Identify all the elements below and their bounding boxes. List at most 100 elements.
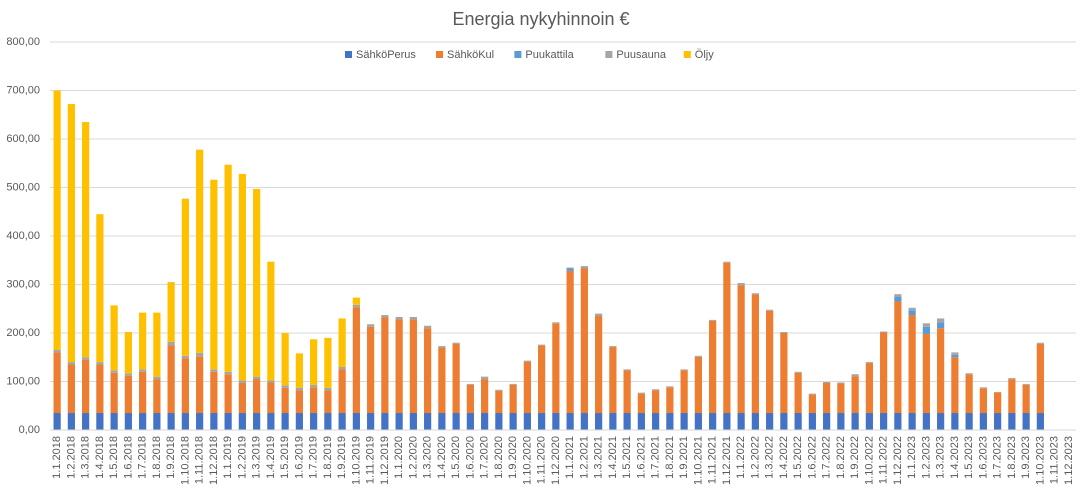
x-tick-label: 1.9.2023 <box>1020 436 1032 479</box>
x-tick-label: 1.7.2023 <box>992 436 1004 479</box>
bar-segment <box>295 390 303 414</box>
bar-segment <box>737 413 745 430</box>
bar-segment <box>139 413 147 430</box>
x-tick-label: 1.7.2022 <box>821 436 833 479</box>
bar-segment <box>210 179 218 370</box>
bar-segment <box>1036 413 1044 430</box>
bar-segment <box>837 382 845 384</box>
bar-segment <box>495 390 503 414</box>
bar-segment <box>67 362 75 365</box>
bar-segment <box>438 346 446 348</box>
bar-segment <box>267 261 275 381</box>
bar-segment <box>395 316 403 320</box>
x-tick-label: 1.12.2021 <box>721 436 733 485</box>
bar-segment <box>238 382 246 414</box>
bar-segment <box>808 413 816 430</box>
bar-segment <box>281 385 289 388</box>
x-tick-label: 1.6.2022 <box>806 436 818 479</box>
bar-segment <box>1036 343 1044 414</box>
bar-segment <box>495 413 503 430</box>
bar-segment <box>124 413 132 430</box>
x-tick-label: 1.8.2021 <box>664 436 676 479</box>
bar-segment <box>210 369 218 372</box>
x-tick-label: 1.4.2019 <box>265 436 277 479</box>
bar-segment <box>110 370 118 373</box>
x-tick-label: 1.4.2022 <box>778 436 790 479</box>
x-tick-label: 1.12.2018 <box>208 436 220 485</box>
bar-segment <box>823 381 831 383</box>
bar-segment <box>124 373 132 376</box>
x-tick-label: 1.10.2022 <box>863 436 875 485</box>
bar-segment <box>894 301 902 414</box>
x-tick-label: 1.12.2020 <box>550 436 562 485</box>
bar-segment <box>352 304 360 308</box>
bar-segment <box>709 319 717 321</box>
bar-segment <box>481 376 489 380</box>
bar-segment <box>253 379 261 414</box>
bar-segment <box>295 387 303 391</box>
x-tick-label: 1.11.2018 <box>194 436 206 484</box>
x-tick-label: 1.10.2019 <box>350 436 362 485</box>
bar-segment <box>324 337 332 388</box>
bar-segment <box>994 392 1002 414</box>
bar-segment <box>295 413 303 430</box>
bar-segment <box>352 413 360 430</box>
x-tick-label: 1.12.2019 <box>379 436 391 485</box>
bar-segment <box>167 413 175 430</box>
bar-segment <box>566 268 574 271</box>
x-tick-label: 1.9.2021 <box>678 436 690 479</box>
bar-segment <box>495 389 503 391</box>
bar-segment <box>96 214 104 363</box>
bar-segment <box>110 372 118 414</box>
x-tick-label: 1.10.2020 <box>521 436 533 485</box>
bar-segment <box>96 362 104 365</box>
x-tick-label: 1.5.2019 <box>279 436 291 479</box>
bar-segment <box>210 413 218 430</box>
legend-label: SähköPerus <box>356 49 416 61</box>
bar-segment <box>894 294 902 297</box>
x-tick-label: 1.3.2019 <box>251 436 263 479</box>
bar-segment <box>580 413 588 430</box>
x-tick-label: 1.8.2023 <box>1006 436 1018 479</box>
bar-segment <box>153 312 161 377</box>
bar-segment <box>780 413 788 430</box>
x-tick-label: 1.12.2022 <box>892 436 904 485</box>
bar-segment <box>338 413 346 430</box>
bar-segment <box>680 370 688 414</box>
bar-segment <box>694 413 702 430</box>
bar-segment <box>865 363 873 414</box>
legend-swatch <box>514 51 522 58</box>
bar-segment <box>766 413 774 430</box>
bar-segment <box>253 188 261 377</box>
bar-segment <box>908 413 916 430</box>
bar-segment <box>922 333 930 414</box>
bar-segment <box>837 413 845 430</box>
bar-segment <box>124 375 132 414</box>
bar-segment <box>951 413 959 430</box>
x-tick-label: 1.9.2020 <box>507 436 519 479</box>
bar-segment <box>723 261 731 263</box>
bar-segment <box>937 328 945 414</box>
x-tick-label: 1.8.2022 <box>835 436 847 479</box>
x-tick-label: 1.1.2023 <box>906 436 918 479</box>
y-tick-label: 0,00 <box>19 424 40 436</box>
bar-segment <box>951 357 959 414</box>
bar-segment <box>367 326 375 414</box>
bar-segment <box>566 267 574 269</box>
bar-segment <box>53 352 61 414</box>
bar-segment <box>381 317 389 414</box>
x-tick-label: 1.1.2018 <box>51 436 63 479</box>
bar-segment <box>153 376 161 380</box>
bar-segment <box>937 413 945 430</box>
x-tick-label: 1.1.2020 <box>393 436 405 479</box>
bar-segment <box>880 331 888 333</box>
x-tick-label: 1.11.2022 <box>878 436 890 484</box>
bar-segment <box>310 384 318 388</box>
bar-segment <box>367 324 375 327</box>
bar-segment <box>196 149 204 353</box>
x-tick-label: 1.6.2020 <box>464 436 476 479</box>
bar-segment <box>1008 413 1016 430</box>
bar-segment <box>652 413 660 430</box>
bar-segment <box>766 310 774 414</box>
